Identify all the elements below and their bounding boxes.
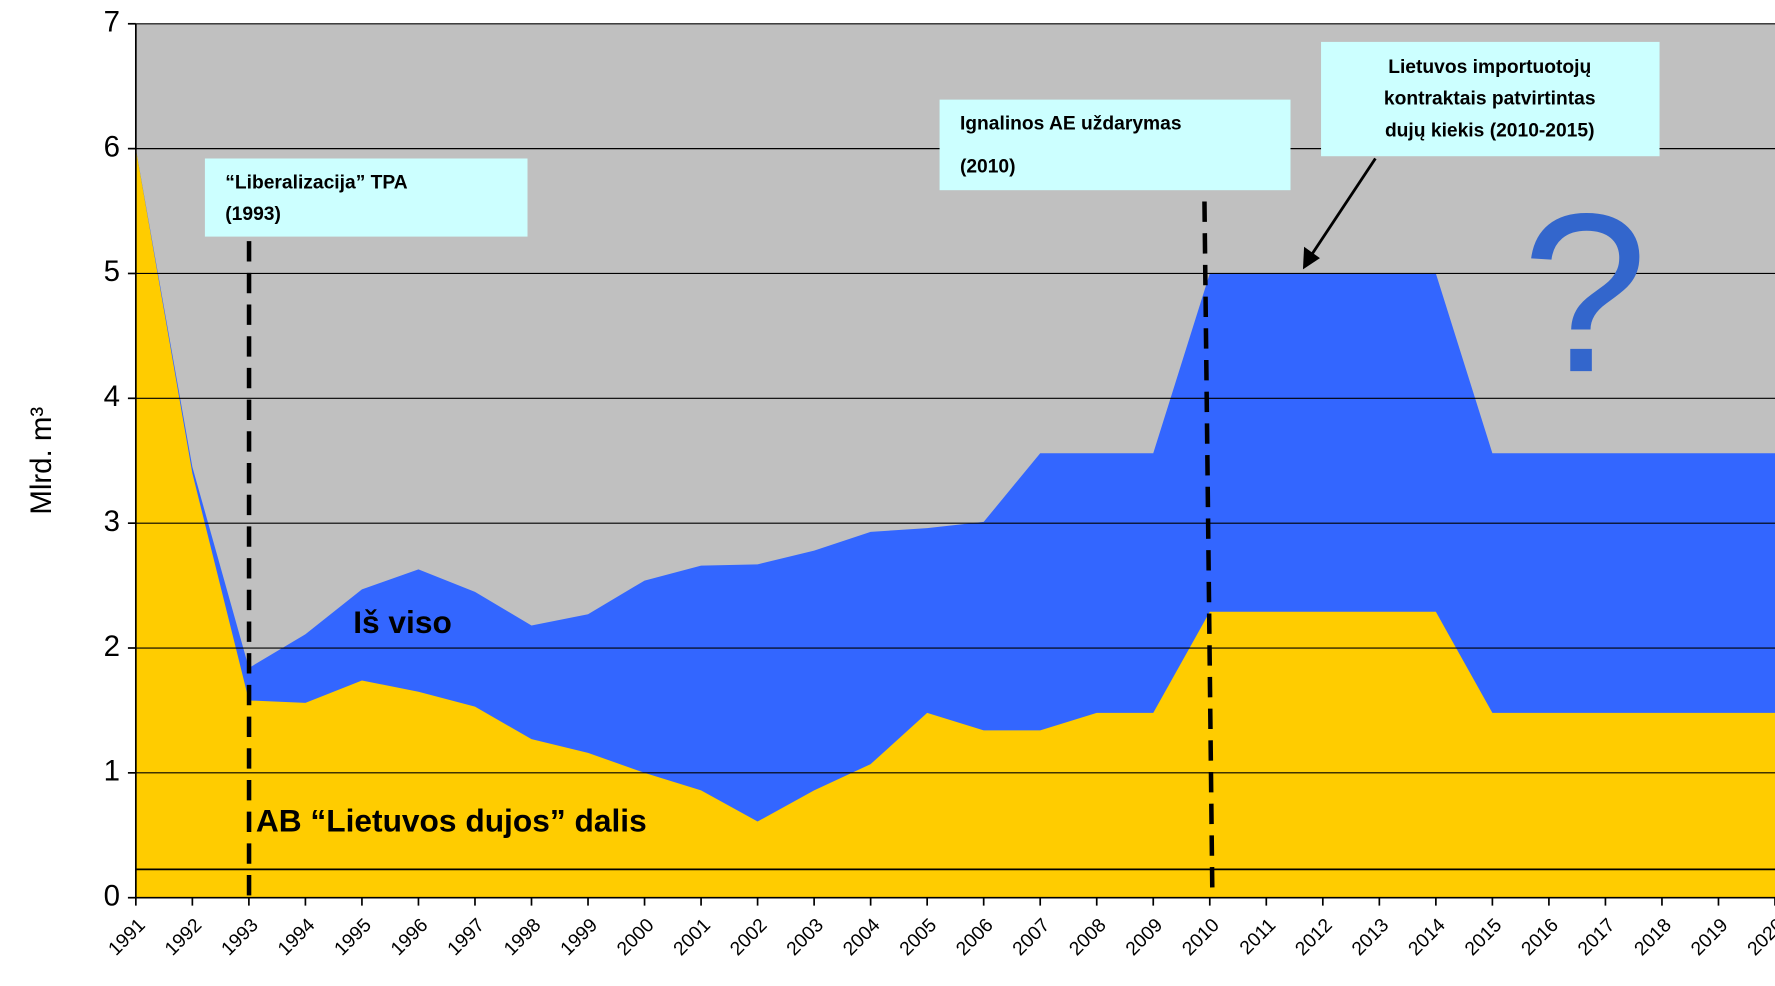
x-tick-label: 1997 xyxy=(444,915,489,960)
x-tick-label: 2013 xyxy=(1348,915,1393,960)
annotation-box xyxy=(204,158,528,237)
x-tick-label: 2002 xyxy=(726,915,771,960)
x-tick-label: 2004 xyxy=(839,915,884,960)
x-tick-label: 1999 xyxy=(557,915,602,960)
y-axis-label: Mlrd. m³ xyxy=(25,407,58,515)
y-tick-label: 6 xyxy=(104,130,120,163)
x-tick-label: 2016 xyxy=(1518,915,1563,960)
arrow xyxy=(1309,157,1377,257)
y-tick-label: 5 xyxy=(104,255,120,288)
x-tick-label: 1991 xyxy=(105,915,150,960)
annotation-text: dujų kiekis (2010-2015) xyxy=(1385,120,1595,141)
annotation-text: “Liberalizacija” TPA xyxy=(225,172,408,193)
x-tick-label: 1996 xyxy=(387,915,432,960)
x-tick-label: 1998 xyxy=(500,915,545,960)
y-tick-label: 2 xyxy=(104,630,120,663)
area xyxy=(135,148,1775,898)
y-tick-label: 7 xyxy=(104,6,120,39)
x-tick-label: 2014 xyxy=(1405,915,1450,960)
annotation-text: ? xyxy=(1522,166,1648,419)
x-tick-label: 2017 xyxy=(1574,915,1619,960)
annotation-text: Lietuvos importuotojų xyxy=(1388,57,1591,78)
y-tick-label: 1 xyxy=(104,755,120,788)
x-tick-label: 2012 xyxy=(1292,915,1337,960)
x-tick-label: 2005 xyxy=(896,915,941,960)
annotation-text: (2010) xyxy=(960,157,1016,178)
arrow-head xyxy=(1302,246,1320,270)
x-tick-label: 2010 xyxy=(1179,915,1224,960)
annotation-box xyxy=(1321,41,1660,157)
x-tick-label: 1992 xyxy=(161,915,206,960)
x-tick-label: 2019 xyxy=(1687,915,1732,960)
y-tick-label: 0 xyxy=(104,879,120,912)
annotation-text: Ignalinos AE uždarymas xyxy=(960,114,1182,135)
y-tick-label: 3 xyxy=(104,505,120,538)
x-tick-label: 1995 xyxy=(331,915,376,960)
x-tick-label: 2015 xyxy=(1461,915,1506,960)
x-tick-label: 1993 xyxy=(218,915,263,960)
x-tick-label: 2011 xyxy=(1236,915,1280,959)
x-tick-label: 2000 xyxy=(613,915,658,960)
x-tick-label: 2018 xyxy=(1631,915,1676,960)
annotation-text: kontraktais patvirtintas xyxy=(1384,89,1596,110)
x-tick-label: 2008 xyxy=(1066,915,1111,960)
annotation-text: (1993) xyxy=(225,204,281,225)
x-tick-label: 2003 xyxy=(783,915,828,960)
x-tick-label: 1994 xyxy=(274,915,319,960)
series-label: Iš viso xyxy=(353,604,452,640)
x-tick-label: 2001 xyxy=(670,915,715,960)
x-tick-label: 2020 xyxy=(1744,915,1775,960)
x-tick-label: 2007 xyxy=(1009,915,1054,960)
y-tick-label: 4 xyxy=(104,380,120,413)
annotation-box xyxy=(939,99,1291,191)
event-line xyxy=(1202,201,1215,898)
series-label: AB “Lietuvos dujos” dalis xyxy=(256,802,647,838)
x-tick-label: 2006 xyxy=(952,915,997,960)
x-tick-label: 2009 xyxy=(1122,915,1167,960)
